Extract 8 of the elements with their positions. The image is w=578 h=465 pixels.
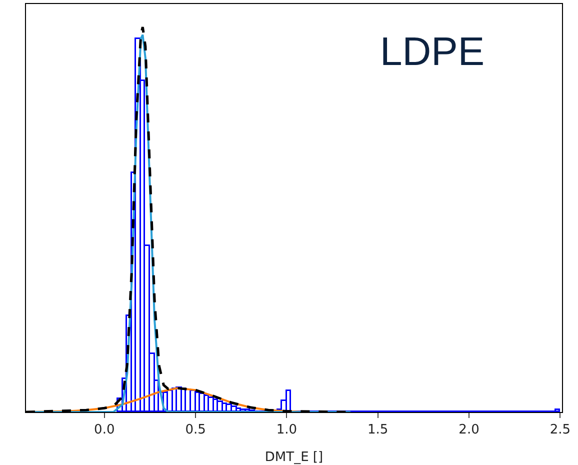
x-tick-label: 1.5 (368, 422, 388, 438)
x-tick-label: 0.5 (185, 422, 206, 438)
x-tick-label: 1.0 (276, 422, 298, 438)
x-tick-label: 0.0 (94, 422, 115, 438)
annotation: LDPE (380, 30, 484, 74)
x-tick-label: 2.0 (458, 422, 480, 438)
x-axis-title: DMT_E [] (264, 450, 324, 465)
x-tick-label: 2.5 (550, 422, 571, 438)
